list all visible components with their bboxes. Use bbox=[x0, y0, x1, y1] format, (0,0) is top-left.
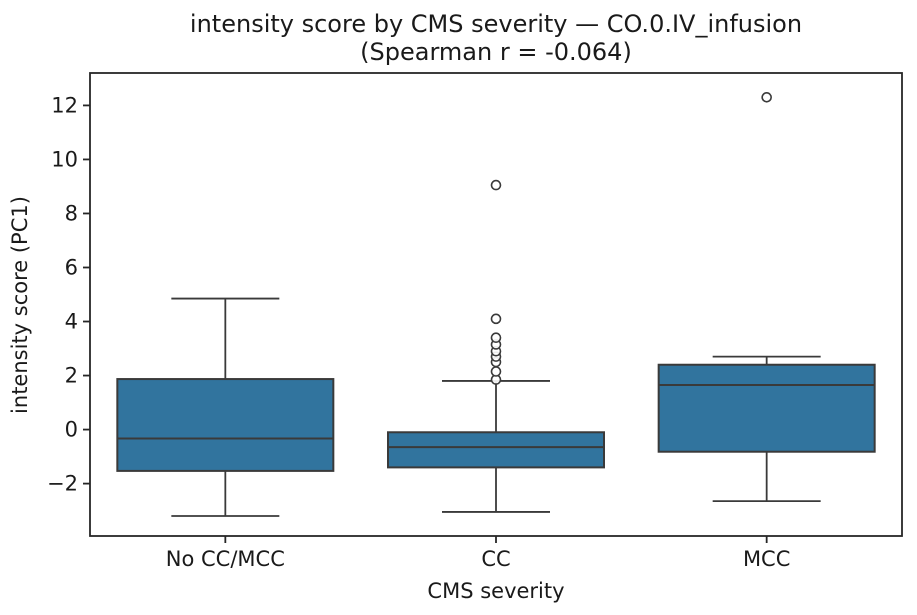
y-tick-label: 8 bbox=[65, 201, 78, 225]
outlier-cc-8 bbox=[490, 179, 502, 191]
box-cc bbox=[387, 431, 605, 469]
y-tick-label: 2 bbox=[65, 364, 78, 388]
box-no-cc-mcc bbox=[116, 378, 335, 472]
y-tick-label: −2 bbox=[47, 472, 78, 496]
chart-subtitle: (Spearman r = -0.064) bbox=[360, 38, 632, 66]
x-tick-label-cc: CC bbox=[481, 547, 510, 571]
chart-title-block: intensity score by CMS severity — CO.0.I… bbox=[90, 10, 902, 66]
x-tick-label-no-cc-mcc: No CC/MCC bbox=[166, 547, 285, 571]
y-axis-label: intensity score (PC1) bbox=[8, 196, 32, 414]
x-axis-label: CMS severity bbox=[427, 579, 565, 603]
outlier-cc-1 bbox=[490, 366, 502, 377]
chart-title: intensity score by CMS severity — CO.0.I… bbox=[189, 10, 803, 38]
outlier-cc-7 bbox=[490, 313, 502, 325]
y-tick-label: 10 bbox=[51, 147, 78, 171]
outlier-cc-6 bbox=[490, 332, 502, 344]
y-tick-label: 0 bbox=[65, 418, 78, 442]
box-mcc bbox=[657, 363, 876, 453]
x-tick-label-mcc: MCC bbox=[743, 547, 790, 571]
y-tick-label: 6 bbox=[65, 255, 78, 279]
y-tick-label: 12 bbox=[51, 93, 78, 117]
y-tick-label: 4 bbox=[65, 310, 78, 334]
outlier-mcc-0 bbox=[761, 92, 772, 103]
